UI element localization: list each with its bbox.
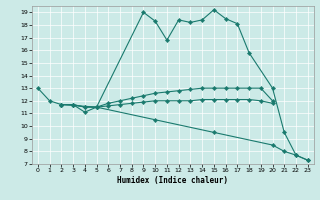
X-axis label: Humidex (Indice chaleur): Humidex (Indice chaleur) — [117, 176, 228, 185]
